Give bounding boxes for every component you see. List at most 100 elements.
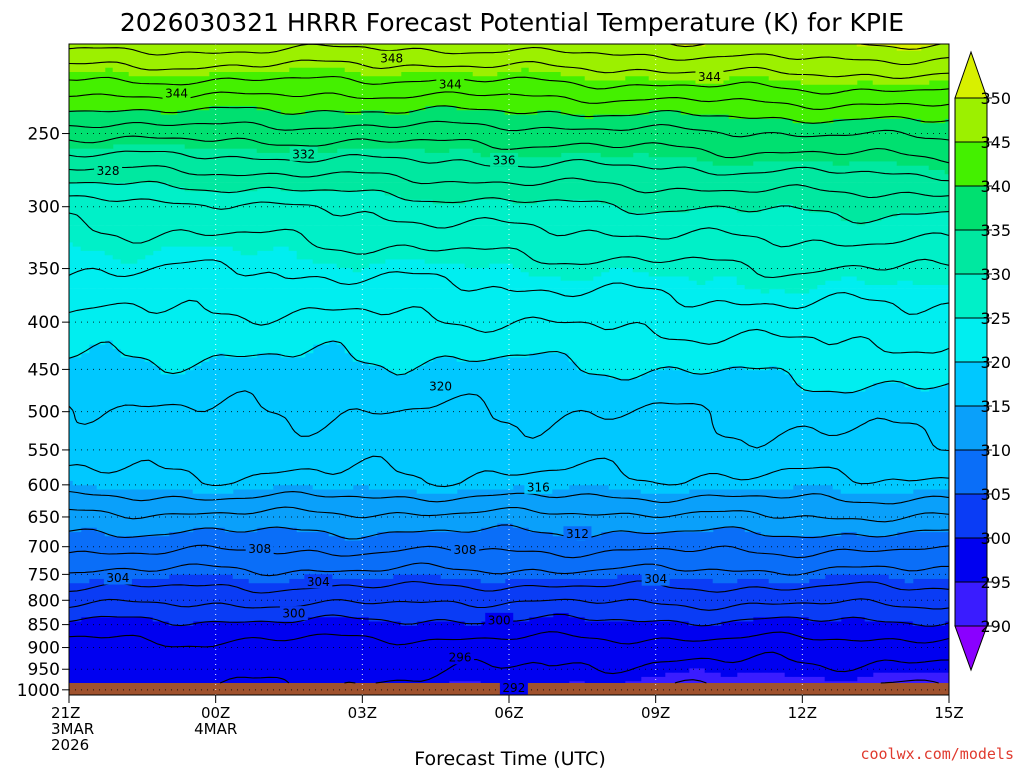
contour-label-text: 328 xyxy=(97,164,120,178)
colorbar-swatch xyxy=(954,97,988,143)
band-310-315 xyxy=(68,480,950,541)
contour-label-text: 308 xyxy=(248,542,271,556)
contour-302 xyxy=(68,598,950,611)
contour-label: 304 xyxy=(103,570,132,585)
contour-label-bg xyxy=(289,146,318,161)
contour-label-bg xyxy=(563,526,592,541)
y-tick-label: 650 xyxy=(28,508,60,528)
contour-label-bg xyxy=(279,606,308,621)
colorbar-label: 320 xyxy=(980,353,1011,372)
contour-310 xyxy=(68,524,950,540)
contour-label: 320 xyxy=(426,378,455,393)
contour-label: 344 xyxy=(695,69,724,84)
contour-324 xyxy=(68,259,950,315)
chart-title: 2026030321 HRRR Forecast Potential Tempe… xyxy=(120,8,904,37)
colorbar-swatch xyxy=(954,273,988,319)
contour-label-text: 316 xyxy=(527,480,550,494)
contour-316 xyxy=(68,455,950,488)
x-tick-label: 3MAR xyxy=(51,720,94,738)
contour-label-bg xyxy=(485,612,514,627)
y-tick-label: 350 xyxy=(28,260,60,280)
contour-label-bg xyxy=(490,152,519,167)
contour-326 xyxy=(68,212,950,279)
contour-label-text: 304 xyxy=(307,575,330,589)
contour-340 xyxy=(68,105,950,124)
contour-label-bg xyxy=(524,479,553,494)
contour-334 xyxy=(68,150,950,182)
contour-320 xyxy=(68,340,950,394)
y-tick-label: 800 xyxy=(28,591,60,611)
contour-322 xyxy=(68,299,950,354)
contour-label-bg xyxy=(451,542,479,557)
colorbar-label: 330 xyxy=(980,265,1011,284)
colorbar-label: 295 xyxy=(980,573,1011,592)
contour-312 xyxy=(68,506,950,523)
y-tick-label: 850 xyxy=(28,616,60,636)
x-axis-label: Forecast Time (UTC) xyxy=(414,748,605,768)
contour-label-text: 304 xyxy=(644,572,667,586)
y-tick-label: 300 xyxy=(28,198,60,218)
contour-labels: 348 344 344 344 332 336 328 320 316 312 308 308 304 3… xyxy=(94,50,724,695)
contour-label-bg xyxy=(103,570,132,585)
colorbar-label: 335 xyxy=(980,221,1011,240)
contour-label-bg xyxy=(499,680,528,695)
filled-bands xyxy=(68,43,950,684)
grid-lines xyxy=(69,44,949,695)
y-tick-label: 400 xyxy=(28,313,60,333)
x-tick-label: 15Z xyxy=(934,704,963,722)
contour-label-text: 292 xyxy=(502,681,525,695)
contour-label-bg xyxy=(377,50,406,65)
contour-label-text: 308 xyxy=(454,543,477,557)
y-tick-label: 1000 xyxy=(17,681,60,701)
x-tick-label: 21Z xyxy=(51,704,80,722)
contour-label: 344 xyxy=(436,77,465,92)
contour-label: 332 xyxy=(289,146,318,161)
band-315-320 xyxy=(68,339,950,494)
contour-label: 312 xyxy=(563,526,592,541)
x-tick-label: 09Z xyxy=(641,704,670,722)
colorbar-label: 290 xyxy=(980,617,1011,636)
contour-298 xyxy=(68,631,950,648)
band-295-300 xyxy=(68,612,950,684)
y-tick-label: 450 xyxy=(28,360,60,380)
contour-label-text: 344 xyxy=(165,87,188,101)
contour-label: 336 xyxy=(490,152,519,167)
contour-348 xyxy=(68,43,950,66)
contour-label-bg xyxy=(446,650,475,665)
colorbar-swatch xyxy=(954,141,988,187)
contour-338 xyxy=(68,120,950,141)
y-tick-label: 550 xyxy=(28,441,60,461)
colorbar-swatch xyxy=(954,317,988,363)
colorbar-label: 345 xyxy=(980,133,1011,152)
x-tick-label: 06Z xyxy=(494,704,523,722)
contour-label: 348 xyxy=(377,50,406,65)
contour-336 xyxy=(68,135,950,164)
y-axis: 250 300 350 400 450 500 550 600 650 700 750 800 850 9… xyxy=(17,125,69,701)
contour-label-text: 296 xyxy=(449,651,472,665)
contour-296 xyxy=(219,651,950,684)
contour-294 xyxy=(674,679,939,684)
contour-label-bg xyxy=(436,77,465,92)
contour-label: 304 xyxy=(641,571,670,586)
contour-label-text: 336 xyxy=(493,153,516,167)
colorbar-label: 325 xyxy=(980,309,1011,328)
contour-306 xyxy=(68,562,949,577)
contour-label-text: 348 xyxy=(380,51,403,65)
colorbar-label: 340 xyxy=(980,177,1011,196)
x-tick-label: 03Z xyxy=(348,704,377,722)
contour-label-text: 300 xyxy=(488,613,511,627)
contour-label: 300 xyxy=(279,606,308,621)
colorbar-swatch xyxy=(954,537,988,583)
contour-label-bg xyxy=(695,69,724,84)
y-tick-label: 750 xyxy=(28,565,60,585)
contour-label-text: 304 xyxy=(106,571,129,585)
contour-label: 304 xyxy=(304,574,333,589)
contour-label: 292 xyxy=(499,680,528,695)
y-tick-label: 250 xyxy=(28,125,60,145)
colorbar-arrow-high xyxy=(954,50,988,99)
x-tick-label: 12Z xyxy=(788,704,817,722)
y-tick-label: 500 xyxy=(28,403,60,423)
contour-label-text: 300 xyxy=(282,607,305,621)
credit-link[interactable]: coolwx.com/models xyxy=(860,745,1014,763)
contour-label-text: 344 xyxy=(698,70,721,84)
